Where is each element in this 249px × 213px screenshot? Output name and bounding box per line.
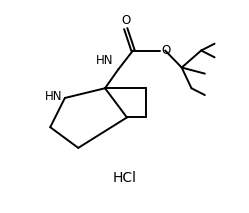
Text: O: O	[121, 14, 130, 27]
Text: HN: HN	[96, 54, 113, 67]
Text: O: O	[162, 44, 171, 57]
Text: HN: HN	[44, 90, 62, 103]
Text: HCl: HCl	[113, 171, 136, 185]
